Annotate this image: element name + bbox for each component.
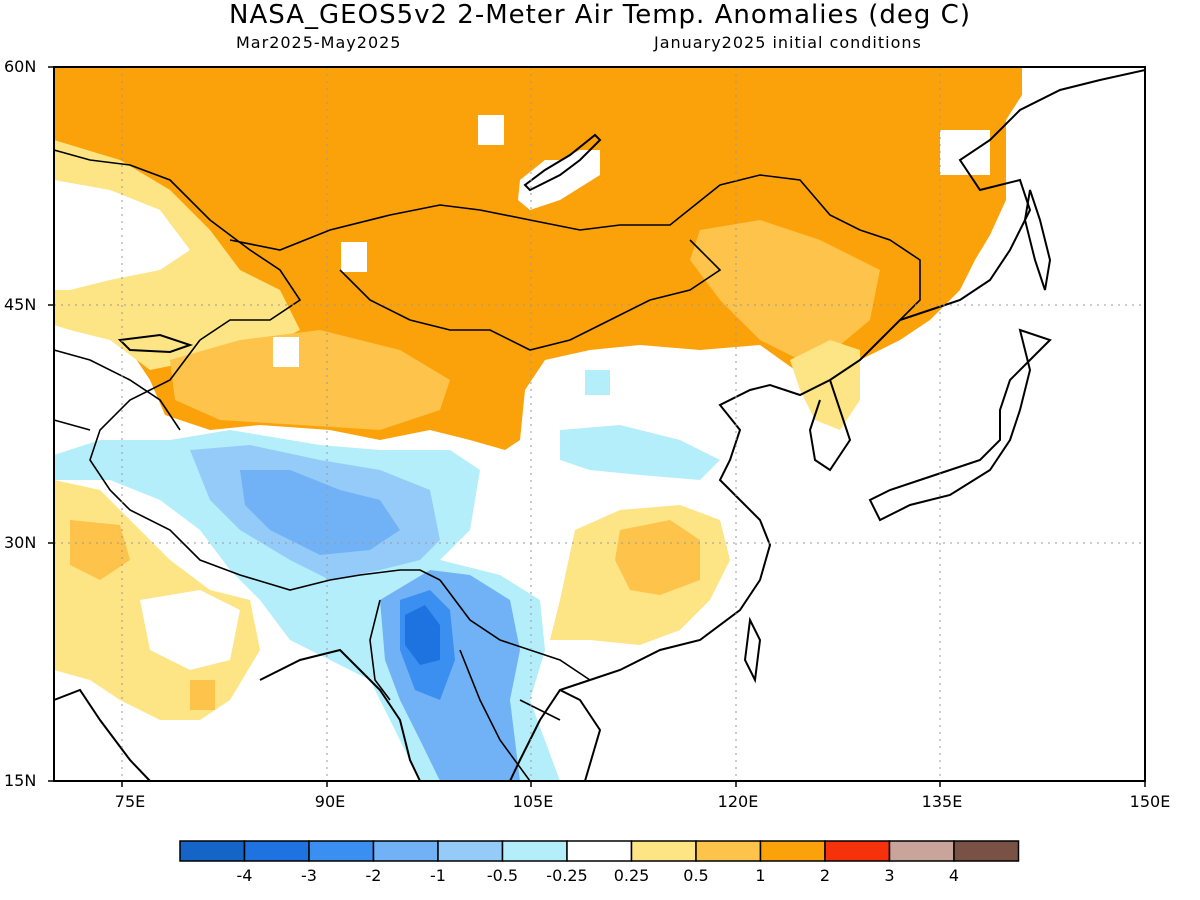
lat-label-45: 45N: [4, 295, 37, 314]
border-russia-mongolia: [229, 174, 921, 321]
colorbar-swatch: [759, 840, 826, 862]
colorbar-swatch: [630, 840, 697, 862]
neutral-india-central: [140, 590, 240, 670]
colorbar-swatch: [824, 840, 891, 862]
neutral-far-east-step: [940, 130, 990, 175]
colorbar-tick-label: 4: [948, 866, 960, 885]
colorbar-swatch: [308, 840, 375, 862]
colorbar-swatch: [953, 840, 1020, 862]
cool-patch-north-china: [585, 370, 610, 395]
colorbar-swatch: [695, 840, 762, 862]
coastline-korea: [808, 379, 852, 472]
colorbar-swatch: [179, 840, 246, 862]
lon-label-150: 150E: [1129, 792, 1171, 811]
lat-label-15: 15N: [4, 771, 37, 790]
lon-label-105: 105E: [512, 792, 554, 811]
lat-label-60: 60N: [4, 57, 37, 76]
border-india-myanmar: [369, 599, 391, 701]
colorbar-swatch: [243, 840, 310, 862]
neutral-baikal: [518, 150, 600, 210]
colorbar-tick-label: 0.5: [683, 866, 709, 885]
lon-label-120: 120E: [717, 792, 759, 811]
border-indochina: [459, 649, 561, 782]
lake-balkhash: [117, 333, 194, 354]
colorbar-tick-label: 0.25: [613, 866, 650, 885]
border-kazakhstan: [53, 149, 302, 341]
forecast-period: Mar2025-May2025: [236, 33, 402, 52]
coastline-japan: [868, 328, 1052, 522]
colorbar-tick-label: 1: [755, 866, 766, 885]
lakes: [117, 133, 602, 354]
lake-baikal: [523, 133, 602, 192]
slight-warm-korea: [790, 340, 860, 430]
coastline-indochina: [559, 689, 602, 782]
lon-label-90: 90E: [314, 792, 346, 811]
coldest-anomaly-myanmar: [405, 605, 440, 665]
neutral-spot: [478, 115, 504, 145]
border-central-asia: [53, 349, 181, 431]
gridlines: [54, 67, 1145, 781]
colorbar-tick-label: -1: [430, 866, 446, 885]
colorbar-tick-label: -3: [301, 866, 317, 885]
colorbar-tick-label: -2: [365, 866, 382, 885]
border-mongolia-china: [339, 239, 722, 351]
colorbar: [179, 840, 1020, 862]
colorbar-tick-label: -0.25: [546, 866, 588, 885]
coastline-east-asia: [509, 69, 1146, 782]
map-frame: [53, 66, 1146, 782]
coastlines: [53, 69, 1146, 782]
initial-conditions: January2025 initial conditions: [654, 33, 922, 52]
warm-patch-xinjiang: [170, 330, 450, 430]
warm-patch-india: [70, 520, 130, 580]
cold-anomaly-tibet-core: [240, 470, 400, 555]
cool-patch-east-china: [560, 425, 720, 480]
coastline-sakhalin: [1023, 189, 1052, 291]
colorbar-tick-label: -0.5: [486, 866, 519, 885]
neutral-spot: [273, 337, 299, 367]
coastline-taiwan: [743, 616, 762, 684]
lon-label-75: 75E: [114, 792, 146, 811]
lon-label-135: 135E: [921, 792, 963, 811]
border-china-south: [439, 579, 591, 681]
colorbar-swatch: [566, 840, 633, 862]
coastline-bay-of-bengal: [53, 648, 421, 782]
warm-patch-south-china: [615, 520, 700, 595]
colorbar-swatch: [501, 840, 568, 862]
colorbar-tick-label: 2: [819, 866, 831, 885]
neutral-ocean-steps: [560, 67, 1145, 781]
warm-patch-india-south: [190, 680, 215, 710]
colorbar-tick-label: -4: [236, 866, 253, 885]
border-china-west: [89, 339, 441, 591]
colorbar-swatch: [888, 840, 955, 862]
axis-ticks: [48, 66, 1146, 787]
colorbar-swatch: [372, 840, 439, 862]
country-borders: [53, 149, 921, 782]
lat-label-30: 30N: [4, 533, 37, 552]
anomaly-field: [54, 67, 1145, 781]
warm-patch-northeast: [690, 220, 880, 360]
colorbar-swatch: [437, 840, 504, 862]
map-title: NASA_GEOS5v2 2-Meter Air Temp. Anomalies…: [229, 0, 971, 30]
neutral-spot: [341, 242, 367, 272]
colorbar-tick-label: 3: [884, 866, 895, 885]
